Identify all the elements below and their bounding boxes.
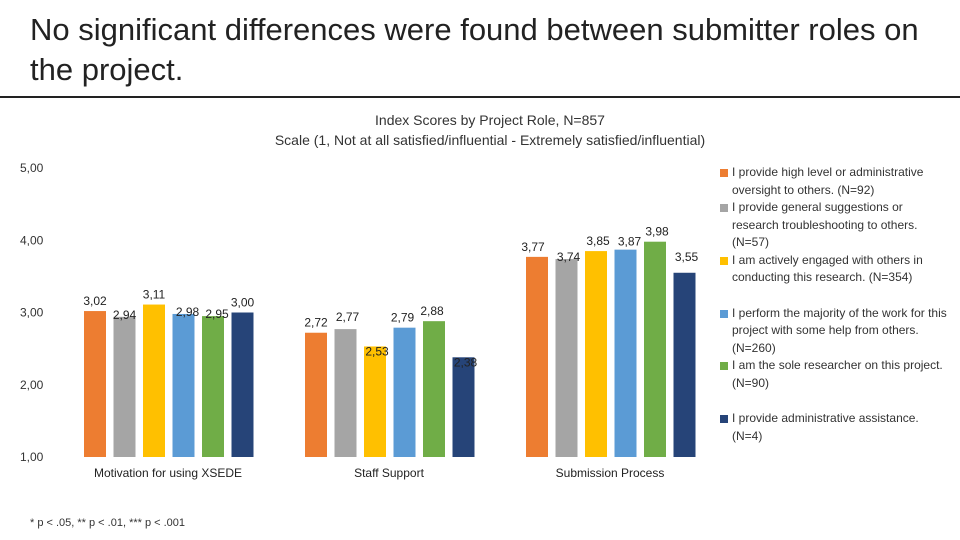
data-label: 2,94 [113,308,137,322]
bar [143,304,165,457]
data-label: 2,88 [420,304,444,318]
data-label: 2,72 [304,316,328,330]
y-tick-label: 2,00 [20,378,44,392]
bar [644,241,666,457]
legend-label: I provide general suggestions or researc… [732,200,918,249]
data-label: 3,00 [231,296,255,310]
significance-footnote: * p < .05, ** p < .01, *** p < .001 [30,517,186,529]
legend-swatch [720,204,728,212]
legend-label: I provide administrative assistance. (N=… [732,411,919,443]
chart-legend: I provide high level or administrative o… [720,164,950,445]
bar [231,312,254,457]
bar-chart: 1,00 2,00 3,00 4,00 5,00 3,02 2,72 3,77 2,94 2,77… [20,161,699,480]
bar [526,256,548,457]
data-label: 2,95 [205,307,229,321]
data-label: 3,85 [586,234,610,248]
data-label: 2,77 [336,310,360,324]
data-label: 2,53 [365,344,389,358]
bar [614,249,637,457]
bar [84,311,106,457]
data-label: 3,11 [143,288,166,302]
legend-label: I am actively engaged with others in con… [732,252,923,285]
legend-swatch [720,169,728,177]
bar [172,313,195,457]
bar [673,272,696,457]
bar [364,346,386,457]
legend-item: I am actively engaged with others in con… [720,252,950,287]
legend-swatch [720,256,728,265]
bar [202,316,224,457]
legend-item: I am the sole researcher on this project… [720,357,950,392]
legend-swatch [720,362,728,370]
category-label: Submission Process [556,466,665,480]
legend-item: I provide administrative assistance. (N=… [720,410,950,445]
bar [452,357,475,457]
legend-swatch [720,309,728,318]
legend-label: I perform the majority of the work for t… [732,305,947,355]
data-label: 3,87 [618,235,642,249]
title-divider [0,96,960,98]
legend-label: I provide high level or administrative o… [732,165,924,197]
bar [423,321,445,457]
category-label: Motivation for using XSEDE [94,466,242,480]
data-label: 3,77 [521,240,545,254]
chart-title-block: Index Scores by Project Role, N=857 Scal… [120,110,860,150]
chart-subtitle: Scale (1, Not at all satisfied/influenti… [274,132,706,148]
legend-item: I perform the majority of the work for t… [720,305,950,358]
y-tick-label: 3,00 [20,306,44,320]
legend-label: I am the sole researcher on this project… [732,358,943,390]
y-tick-label: 5,00 [20,161,44,175]
legend-item: I provide general suggestions or researc… [720,199,950,252]
legend-swatch [720,415,728,423]
bar [555,259,578,457]
data-label: 3,02 [83,294,107,308]
data-label: 3,74 [557,250,581,264]
data-label: 3,98 [645,225,669,239]
y-tick-label: 1,00 [20,450,44,464]
bar [585,251,607,457]
bar [334,329,357,457]
legend-item: I provide high level or administrative o… [720,164,950,199]
data-label: 2,79 [391,311,415,325]
chart-title: Index Scores by Project Role, N=857 [375,112,605,128]
data-label: 2,38 [454,355,478,369]
slide-title: No significant differences were found be… [30,12,919,87]
data-label: 2,98 [176,305,200,319]
bar [305,332,327,457]
bar [393,327,416,457]
y-tick-label: 4,00 [20,233,44,247]
data-label: 3,55 [675,250,699,264]
bar [113,316,136,457]
category-label: Staff Support [354,466,424,480]
